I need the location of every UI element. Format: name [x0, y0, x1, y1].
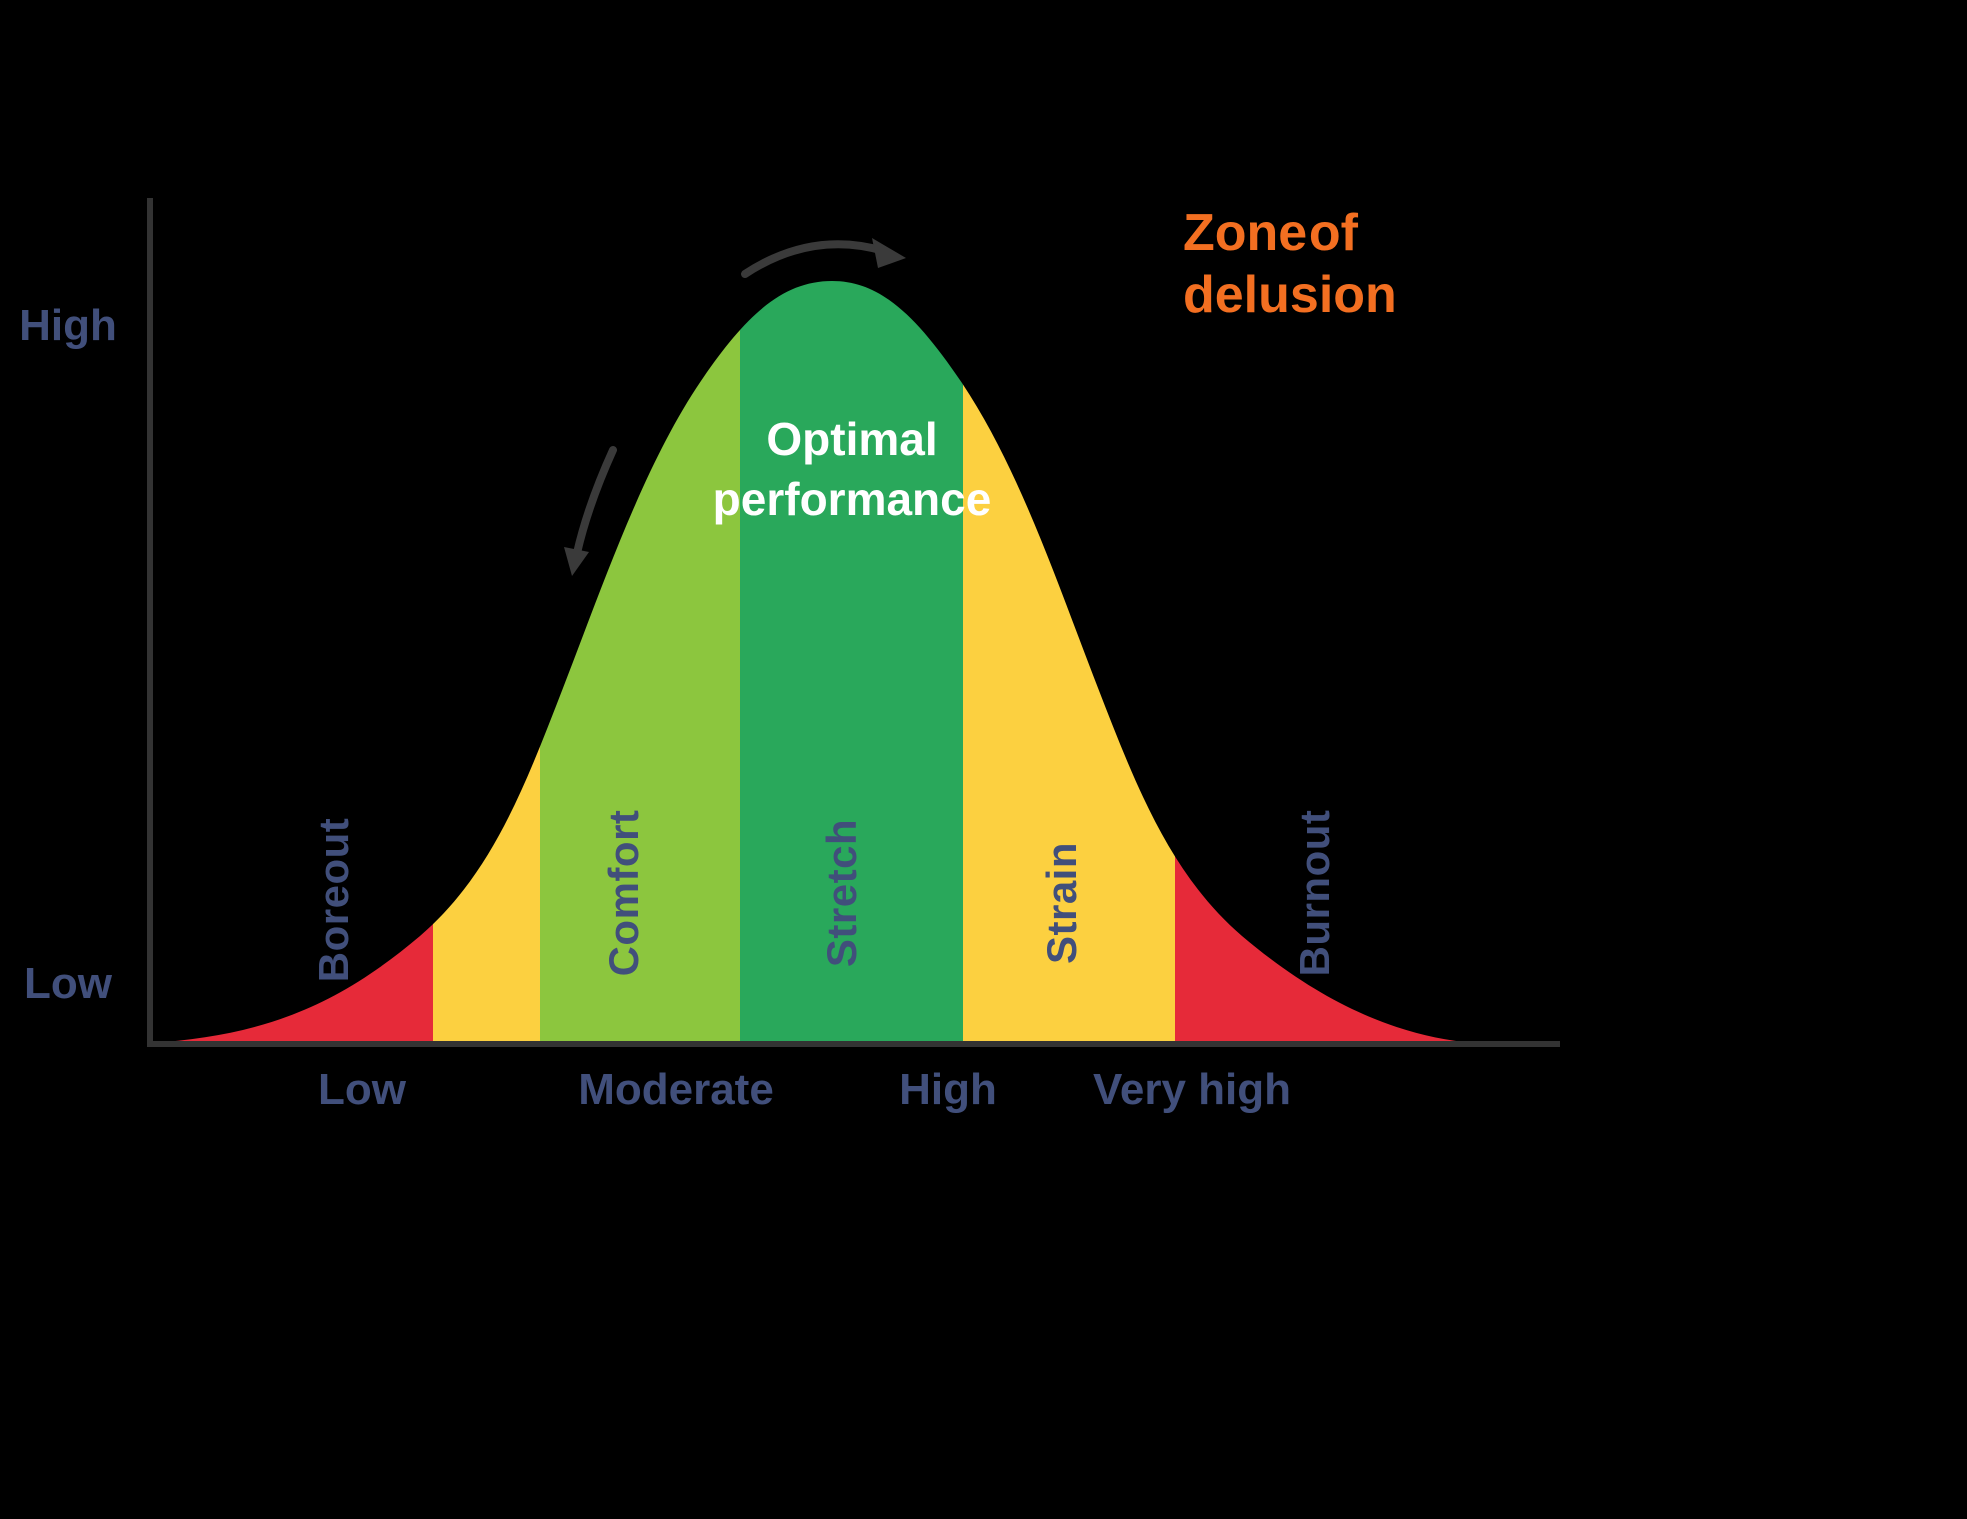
- y-axis-label-high: High: [19, 301, 117, 350]
- y-axis-label-low: Low: [24, 959, 113, 1008]
- zone-of-delusion-annotation: Zone of delusion: [1183, 204, 1397, 324]
- curve-top-arrow-icon: [741, 238, 906, 278]
- left-slope-arrowhead: [564, 547, 589, 576]
- zone-label-comfort: Comfort: [600, 810, 647, 977]
- optimal-performance-line2: performance: [713, 473, 992, 525]
- zone-label-stretch: Stretch: [818, 819, 865, 967]
- zone-of-delusion-word1: Zone: [1183, 204, 1307, 262]
- zone-band-stretch: [740, 281, 963, 1043]
- zone-band-boreout: [150, 281, 433, 1043]
- zone-band-left-yellow: [433, 281, 540, 1043]
- zone-of-delusion-line2: delusion: [1183, 266, 1397, 324]
- zone-label-burnout: Burnout: [1291, 810, 1338, 977]
- zone-label-strain: Strain: [1038, 842, 1085, 964]
- optimal-performance-annotation: Optimal performance: [713, 413, 992, 525]
- curve-top-arrow-shaft: [741, 240, 888, 278]
- zone-of-delusion-word2: of: [1309, 204, 1359, 262]
- left-slope-arrow-icon: [564, 446, 617, 576]
- x-tick-high: High: [899, 1065, 997, 1114]
- x-tick-very-high: Very high: [1093, 1065, 1291, 1114]
- x-tick-low: Low: [318, 1065, 407, 1114]
- x-tick-moderate: Moderate: [578, 1065, 774, 1114]
- optimal-performance-line1: Optimal: [766, 413, 937, 465]
- curve-top-arrowhead: [872, 238, 906, 268]
- left-slope-arrow-shaft: [573, 446, 617, 557]
- zone-label-boreout: Boreout: [310, 818, 357, 983]
